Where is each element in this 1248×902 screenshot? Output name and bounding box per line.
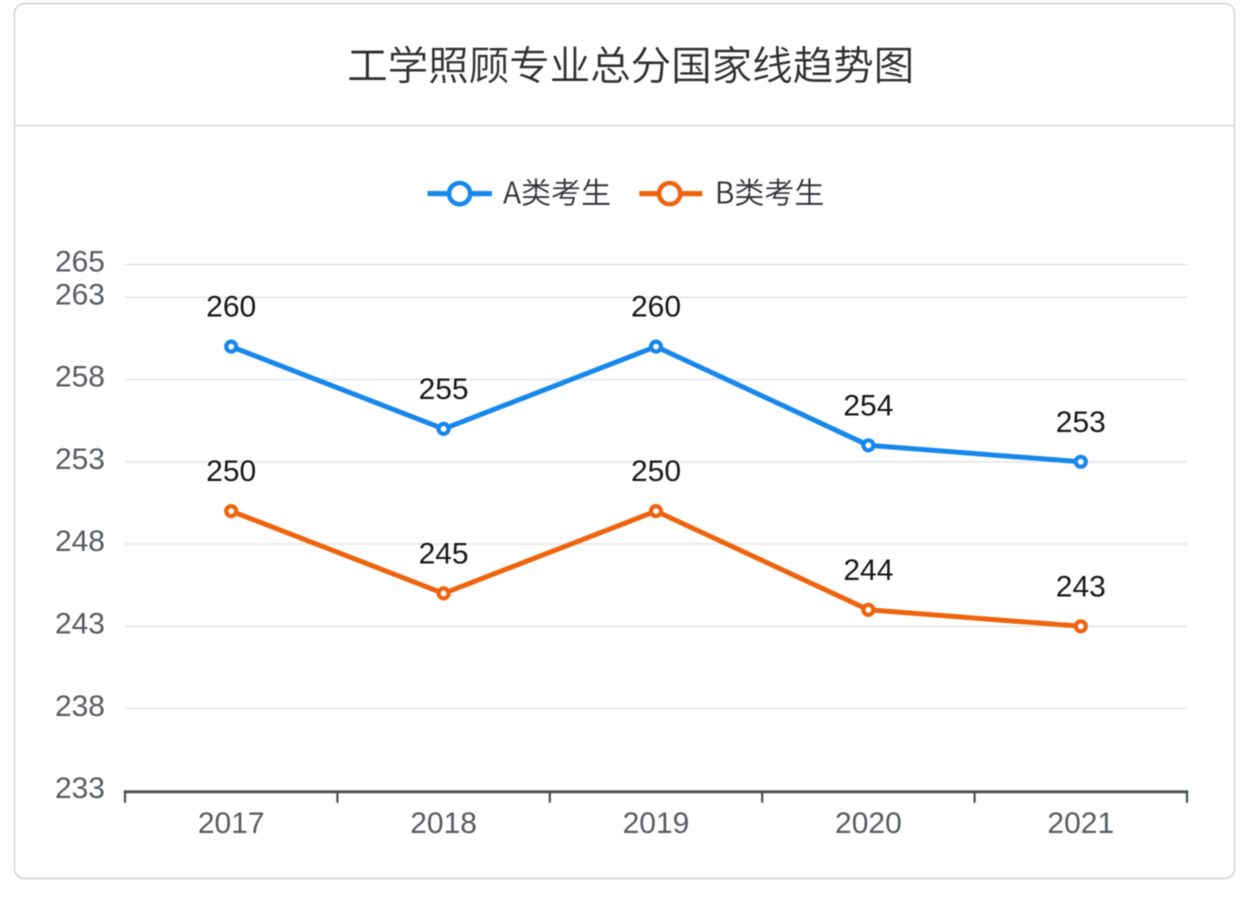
svg-text:253: 253 [55,443,105,476]
svg-text:248: 248 [55,525,105,558]
svg-text:250: 250 [631,455,681,488]
svg-text:2018: 2018 [410,807,477,840]
svg-text:263: 263 [55,279,105,312]
svg-text:233: 233 [55,772,105,805]
svg-text:245: 245 [419,537,469,570]
svg-text:258: 258 [55,361,105,394]
svg-text:260: 260 [631,291,681,324]
svg-text:2019: 2019 [623,807,690,840]
svg-text:250: 250 [206,455,256,488]
svg-text:2021: 2021 [1047,807,1114,840]
svg-text:243: 243 [1056,570,1106,603]
svg-text:265: 265 [55,246,105,279]
svg-text:238: 238 [55,690,105,723]
svg-text:2020: 2020 [835,807,902,840]
svg-text:253: 253 [1056,406,1106,439]
svg-text:254: 254 [843,389,893,422]
svg-text:243: 243 [55,608,105,641]
svg-text:260: 260 [206,291,256,324]
svg-text:255: 255 [419,373,469,406]
svg-text:2017: 2017 [198,807,265,840]
svg-text:244: 244 [843,554,893,587]
